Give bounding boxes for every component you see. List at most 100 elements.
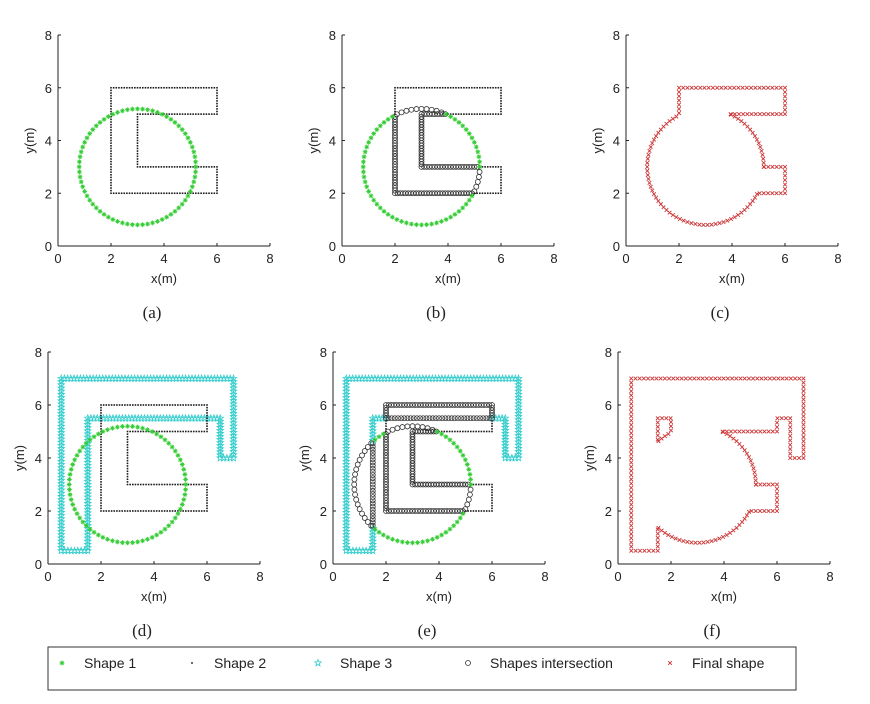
marker-x-point xyxy=(774,486,780,492)
marker-dot-point xyxy=(192,430,195,433)
marker-pentagram-point xyxy=(57,527,66,536)
marker-star-point xyxy=(145,536,150,542)
marker-dot-point xyxy=(152,192,155,195)
marker-dot-point xyxy=(168,192,171,195)
marker-star-point xyxy=(105,536,110,542)
marker-dot-point xyxy=(174,510,176,512)
marker-pentagram-point xyxy=(342,472,351,481)
marker-x-point xyxy=(757,508,763,514)
marker-pentagram-point xyxy=(342,380,351,389)
marker-dot-point xyxy=(150,483,153,486)
marker-star-point xyxy=(466,131,472,136)
marker-star-point xyxy=(443,111,449,117)
marker-dot-point xyxy=(139,86,141,89)
marker-dot-point xyxy=(479,192,481,195)
marker-x-point xyxy=(761,164,767,169)
marker-dot-point xyxy=(173,166,176,168)
marker-pentagram-point xyxy=(501,441,510,450)
marker-dot-point xyxy=(202,192,205,195)
marker-circle-point xyxy=(359,452,365,459)
marker-circle-point xyxy=(448,415,455,422)
marker-dot-point xyxy=(208,192,210,195)
marker-dot-point xyxy=(182,430,184,433)
marker-star-point xyxy=(425,538,430,544)
marker-x-point xyxy=(676,106,682,111)
y-tick-label: 2 xyxy=(35,504,42,519)
marker-circle-point xyxy=(464,415,471,422)
marker-circle-point xyxy=(464,501,471,508)
marker-dot-point xyxy=(477,510,480,512)
marker-pentagram-point xyxy=(342,409,351,418)
marker-star-point xyxy=(155,219,160,224)
marker-x-point xyxy=(732,85,737,90)
data-markers xyxy=(76,86,218,228)
marker-pentagram-point xyxy=(57,536,66,545)
marker-star-point xyxy=(115,109,120,115)
marker-dot-point xyxy=(136,163,139,166)
marker-star-point xyxy=(182,131,188,136)
marker-dot-point xyxy=(152,113,155,115)
marker-dot-point xyxy=(136,160,139,163)
marker-dot-point xyxy=(110,131,112,134)
marker-x-point xyxy=(755,376,760,381)
marker-x-point xyxy=(774,85,779,90)
y-tick-label: 0 xyxy=(605,557,612,572)
marker-dot-point xyxy=(110,100,112,102)
marker-pentagram-point xyxy=(342,479,351,488)
marker-x-point xyxy=(645,172,650,178)
marker-star-point xyxy=(95,431,101,437)
marker-x-point xyxy=(725,218,730,223)
marker-dot-point xyxy=(500,97,502,100)
marker-dot-point xyxy=(473,86,476,89)
marker-x-point xyxy=(629,405,634,411)
marker-pentagram-point xyxy=(83,530,92,539)
marker-star-point xyxy=(82,139,88,145)
marker-x-point xyxy=(645,164,650,169)
marker-x-point xyxy=(705,222,710,227)
marker-circle-point xyxy=(395,415,401,422)
marker-dot-point xyxy=(206,425,208,427)
marker-dot-point xyxy=(216,187,218,189)
marker-x-point xyxy=(645,168,650,174)
marker-pentagram-point xyxy=(229,443,238,453)
marker-star-point xyxy=(179,462,185,467)
marker-x-point xyxy=(740,519,745,525)
marker-pentagram-point xyxy=(342,488,351,497)
legend: Shape 1 Shape 2 Shape 3 Shapes intersection… xyxy=(47,646,797,691)
marker-star-point xyxy=(162,437,168,443)
marker-dot-point xyxy=(500,171,502,173)
marker-pentagram-point xyxy=(57,543,66,552)
marker-dot-point xyxy=(124,510,126,512)
marker-pentagram-point xyxy=(501,426,510,435)
marker-pentagram-point xyxy=(83,480,92,489)
marker-dot-point xyxy=(195,430,198,433)
marker-x-point xyxy=(629,430,634,436)
marker-star-point xyxy=(84,135,90,141)
marker-x-point xyxy=(788,424,793,430)
marker-x-point xyxy=(746,376,752,381)
marker-pentagram-point xyxy=(342,520,351,529)
marker-x-point xyxy=(655,428,660,434)
marker-dot-point xyxy=(197,166,200,168)
marker-star-point xyxy=(443,217,449,222)
marker-star-point xyxy=(101,212,107,217)
marker-dot-point xyxy=(110,192,112,195)
marker-x-point xyxy=(801,388,806,394)
marker-pentagram-point xyxy=(57,415,66,424)
marker-x-point xyxy=(662,434,668,439)
marker-x-point xyxy=(758,144,763,150)
marker-dot-point xyxy=(176,192,179,195)
marker-dot-point xyxy=(161,404,163,406)
marker-dot-point xyxy=(216,166,218,168)
marker-x-point xyxy=(754,137,760,142)
marker-x-point xyxy=(753,429,759,434)
marker-dot-point xyxy=(136,126,139,129)
marker-star-point xyxy=(456,120,462,125)
marker-dot-point xyxy=(190,430,192,433)
marker-dot-point xyxy=(163,404,166,406)
marker-pentagram-point xyxy=(216,447,225,456)
x-tick-label: 6 xyxy=(497,251,504,266)
marker-x-point xyxy=(782,107,788,112)
marker-dot-point xyxy=(110,86,112,89)
